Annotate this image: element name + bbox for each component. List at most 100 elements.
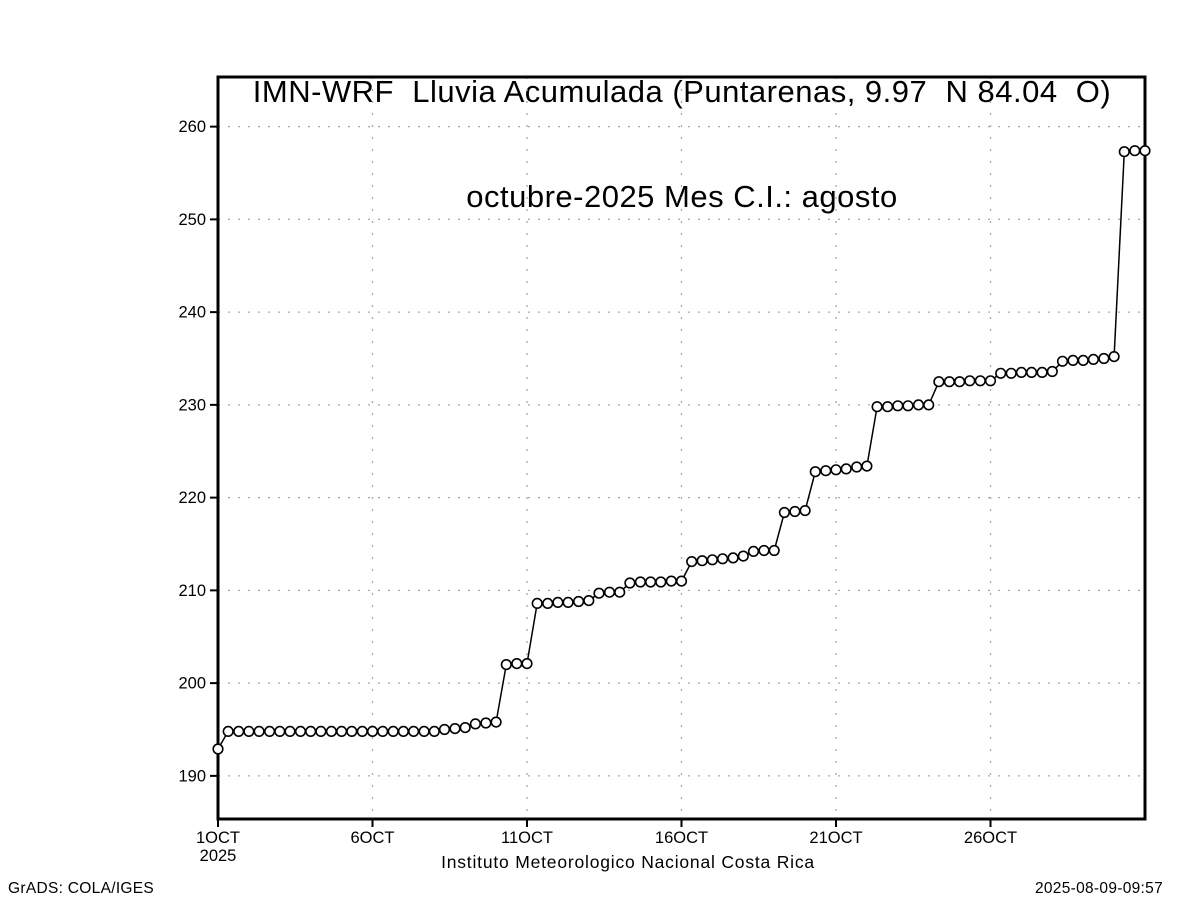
data-point-marker [1087, 353, 1099, 366]
render-timestamp: 2025-08-09-09:57 [1034, 880, 1163, 897]
data-point-marker [995, 367, 1007, 379]
data-point-marker [923, 399, 935, 411]
data-point-marker [459, 721, 471, 734]
data-point-marker [675, 575, 688, 587]
data-point-marker [212, 743, 224, 755]
data-point-marker [253, 725, 265, 738]
data-point-marker [881, 401, 894, 413]
data-point-marker [644, 576, 657, 588]
data-point-marker [655, 576, 667, 588]
data-point-marker [1129, 145, 1141, 157]
data-point-marker [758, 544, 770, 557]
data-point-marker [428, 725, 440, 738]
data-point-marker [1036, 366, 1048, 379]
data-point-marker [768, 544, 780, 557]
data-point-marker [449, 722, 461, 735]
data-point-marker [500, 658, 512, 671]
data-point-marker [933, 376, 945, 388]
plot-frame [216, 75, 1147, 821]
data-point-marker [490, 716, 502, 728]
data-point-marker [438, 723, 451, 736]
data-point-marker [871, 401, 883, 413]
chart-header: IMN-WRF Lluvia Acumulada (Puntarenas, 9.… [162, 4, 1200, 249]
data-point-marker [984, 375, 997, 387]
data-point-marker [1025, 366, 1038, 379]
data-point-marker [572, 595, 585, 608]
data-point-marker [325, 725, 338, 738]
y-axis-tick-label: 200 [178, 675, 206, 693]
x-axis-year-label: 2025 [200, 847, 237, 865]
data-point-marker [912, 399, 925, 411]
data-point-marker [356, 725, 368, 738]
chart-title: IMN-WRF Lluvia Acumulada (Puntarenas, 9.… [252, 74, 1112, 109]
xaxis-footnote: Instituto Meteorologico Nacional Costa R… [441, 852, 815, 872]
data-point-marker [521, 657, 533, 670]
data-point-marker [892, 400, 904, 412]
data-point-marker [1067, 354, 1079, 367]
data-point-marker [336, 725, 348, 738]
y-axis-tick-label: 230 [178, 396, 206, 414]
y-axis-tick-label: 190 [178, 767, 206, 785]
data-point-marker [861, 460, 873, 472]
data-point-marker [243, 725, 255, 738]
y-axis-tick-label: 240 [178, 304, 206, 322]
data-point-marker [953, 376, 966, 388]
data-point-marker [706, 554, 719, 566]
data-point-marker [1015, 366, 1028, 379]
data-point-marker [665, 575, 677, 587]
data-point-marker [737, 550, 749, 562]
data-point-marker [820, 465, 832, 477]
data-point-marker [531, 597, 543, 610]
data-point-marker [274, 725, 286, 738]
data-point-marker [294, 725, 307, 738]
data-point-marker [614, 586, 626, 598]
data-point-marker [778, 506, 791, 519]
data-point-marker [562, 596, 574, 609]
data-point-marker [1108, 351, 1120, 363]
data-point-marker [634, 576, 647, 588]
data-point-marker [418, 725, 430, 738]
data-point-marker [727, 552, 739, 564]
data-point-marker [387, 725, 399, 738]
data-point-marker [974, 375, 986, 387]
data-point-marker [469, 718, 482, 730]
x-axis-tick-label: 16OCT [655, 829, 708, 847]
y-axis-tick-label: 220 [178, 489, 206, 507]
data-point-marker [1139, 145, 1151, 157]
data-point-marker [840, 463, 852, 475]
data-point-marker [747, 545, 760, 558]
data-point-marker [902, 400, 914, 412]
data-point-marker [264, 725, 276, 738]
data-point-marker [284, 725, 296, 738]
chart-subtitle: octubre-2025 Mes C.I.: agosto [466, 179, 898, 214]
data-point-marker [233, 725, 245, 738]
data-point-marker [552, 596, 564, 609]
data-point-marker [542, 597, 554, 610]
data-point-marker [964, 375, 976, 387]
data-point-marker [377, 725, 389, 738]
x-axis-tick-label: 26OCT [964, 829, 1017, 847]
data-point-marker [1118, 146, 1130, 158]
x-axis-tick-label: 11OCT [501, 829, 553, 847]
data-point-marker [480, 717, 492, 729]
data-point-marker [511, 657, 523, 670]
x-axis-tick-label: 6OCT [350, 829, 394, 847]
data-point-marker [366, 725, 379, 738]
grads-credit: GrADS: COLA/IGES [8, 880, 155, 897]
data-point-marker [943, 376, 956, 388]
data-point-marker [305, 725, 317, 738]
data-point-marker [1056, 355, 1069, 367]
data-point-marker [222, 725, 234, 738]
data-point-marker [346, 725, 358, 738]
data-point-marker [603, 586, 616, 598]
data-point-marker [686, 555, 698, 568]
x-axis-tick-label: 21OCT [809, 829, 862, 847]
data-point-marker [1098, 352, 1110, 365]
data-point-marker [789, 505, 801, 518]
data-point-marker [1077, 354, 1089, 367]
data-point-marker [830, 464, 842, 476]
data-point-marker [397, 725, 410, 738]
y-axis-tick-label: 260 [178, 118, 206, 136]
